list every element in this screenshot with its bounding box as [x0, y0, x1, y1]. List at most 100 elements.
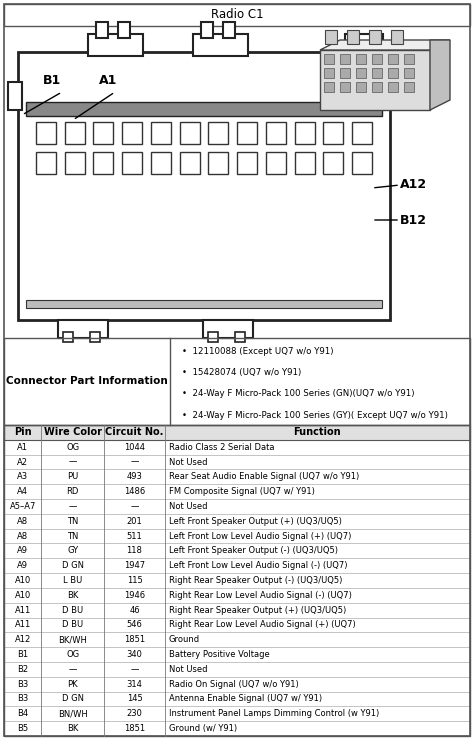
- Text: 230: 230: [127, 709, 142, 719]
- Text: TN: TN: [67, 531, 78, 541]
- Text: PU: PU: [67, 472, 78, 481]
- Text: BK/WH: BK/WH: [58, 635, 87, 645]
- Text: —: —: [69, 665, 77, 674]
- Text: Radio Class 2 Serial Data: Radio Class 2 Serial Data: [169, 443, 274, 451]
- Text: A12: A12: [400, 178, 427, 192]
- Bar: [4, 543, 470, 558]
- Text: A4: A4: [17, 487, 28, 496]
- Bar: [36, 152, 56, 174]
- Bar: [340, 68, 350, 78]
- Text: B1: B1: [43, 73, 61, 87]
- Bar: [4, 633, 470, 648]
- Bar: [320, 50, 430, 110]
- Bar: [237, 152, 257, 174]
- Text: 1851: 1851: [124, 724, 145, 733]
- Text: —: —: [130, 457, 139, 466]
- Bar: [4, 425, 470, 736]
- Text: Left Front Low Level Audio Signal (-) (UQ7): Left Front Low Level Audio Signal (-) (U…: [169, 561, 347, 571]
- Text: Battery Positive Voltage: Battery Positive Voltage: [169, 650, 270, 659]
- Text: 1947: 1947: [124, 561, 145, 571]
- Bar: [209, 152, 228, 174]
- Bar: [404, 82, 414, 92]
- Text: A9: A9: [17, 561, 28, 571]
- Text: Ground (w/ Y91): Ground (w/ Y91): [169, 724, 237, 733]
- Text: Left Front Speaker Output (+) (UQ3/UQ5): Left Front Speaker Output (+) (UQ3/UQ5): [169, 517, 342, 525]
- Text: A10: A10: [15, 591, 31, 600]
- Text: •  24-Way F Micro-Pack 100 Series (GY)( Except UQ7 w/o Y91): • 24-Way F Micro-Pack 100 Series (GY)( E…: [182, 411, 448, 420]
- Text: A1: A1: [17, 443, 28, 451]
- Bar: [4, 338, 470, 425]
- Text: A11: A11: [15, 620, 31, 630]
- Bar: [93, 152, 113, 174]
- Text: —: —: [69, 457, 77, 466]
- Text: A10: A10: [15, 576, 31, 585]
- Text: B1: B1: [17, 650, 28, 659]
- Text: Right Rear Speaker Output (-) (UQ3/UQ5): Right Rear Speaker Output (-) (UQ3/UQ5): [169, 576, 342, 585]
- Bar: [96, 22, 108, 38]
- Text: D GN: D GN: [62, 694, 84, 704]
- Bar: [235, 332, 245, 342]
- Text: RD: RD: [66, 487, 79, 496]
- Bar: [4, 707, 470, 722]
- Bar: [4, 425, 470, 440]
- Text: A5–A7: A5–A7: [9, 502, 36, 511]
- Bar: [323, 122, 343, 144]
- Text: A11: A11: [15, 605, 31, 615]
- Bar: [388, 68, 398, 78]
- Text: 115: 115: [127, 576, 142, 585]
- Text: Left Front Low Level Audio Signal (+) (UQ7): Left Front Low Level Audio Signal (+) (U…: [169, 531, 351, 541]
- Bar: [63, 332, 73, 342]
- Text: Antenna Enable Signal (UQ7 w/ Y91): Antenna Enable Signal (UQ7 w/ Y91): [169, 694, 322, 704]
- Text: A3: A3: [17, 472, 28, 481]
- Text: TN: TN: [67, 517, 78, 525]
- Bar: [4, 528, 470, 543]
- Bar: [209, 122, 228, 144]
- Text: 1486: 1486: [124, 487, 145, 496]
- Bar: [4, 440, 470, 454]
- Bar: [352, 152, 372, 174]
- Bar: [4, 484, 470, 499]
- Text: B3: B3: [17, 694, 28, 704]
- Bar: [4, 469, 470, 484]
- Text: Pin: Pin: [14, 428, 31, 437]
- Text: 314: 314: [127, 679, 142, 689]
- Text: Circuit No.: Circuit No.: [105, 428, 164, 437]
- Bar: [340, 82, 350, 92]
- Text: FM Composite Signal (UQ7 w/ Y91): FM Composite Signal (UQ7 w/ Y91): [169, 487, 315, 496]
- Bar: [345, 34, 383, 56]
- Bar: [4, 499, 470, 514]
- Bar: [369, 30, 381, 44]
- Bar: [223, 22, 235, 38]
- Text: 1851: 1851: [124, 635, 145, 645]
- Text: BK: BK: [67, 724, 78, 733]
- Bar: [4, 648, 470, 662]
- Bar: [294, 122, 315, 144]
- Text: 201: 201: [127, 517, 142, 525]
- Text: Radio C1: Radio C1: [210, 8, 264, 21]
- Bar: [388, 54, 398, 64]
- Text: —: —: [69, 502, 77, 511]
- Text: B5: B5: [17, 724, 28, 733]
- Text: Radio On Signal (UQ7 w/o Y91): Radio On Signal (UQ7 w/o Y91): [169, 679, 299, 689]
- Bar: [325, 30, 337, 44]
- Bar: [4, 692, 470, 707]
- Text: 145: 145: [127, 694, 142, 704]
- Text: A2: A2: [17, 457, 28, 466]
- Text: A9: A9: [17, 546, 28, 556]
- Bar: [356, 82, 366, 92]
- Bar: [93, 122, 113, 144]
- Bar: [237, 122, 257, 144]
- Bar: [180, 122, 200, 144]
- Text: •  15428074 (UQ7 w/o Y91): • 15428074 (UQ7 w/o Y91): [182, 369, 301, 377]
- Bar: [352, 122, 372, 144]
- Text: 118: 118: [127, 546, 142, 556]
- Text: 1044: 1044: [124, 443, 145, 451]
- Text: Not Used: Not Used: [169, 665, 207, 674]
- Text: Ground: Ground: [169, 635, 200, 645]
- Text: 46: 46: [129, 605, 140, 615]
- Bar: [266, 152, 286, 174]
- Bar: [4, 602, 470, 617]
- Bar: [151, 152, 171, 174]
- Bar: [26, 300, 382, 308]
- Text: BN/WH: BN/WH: [58, 709, 88, 719]
